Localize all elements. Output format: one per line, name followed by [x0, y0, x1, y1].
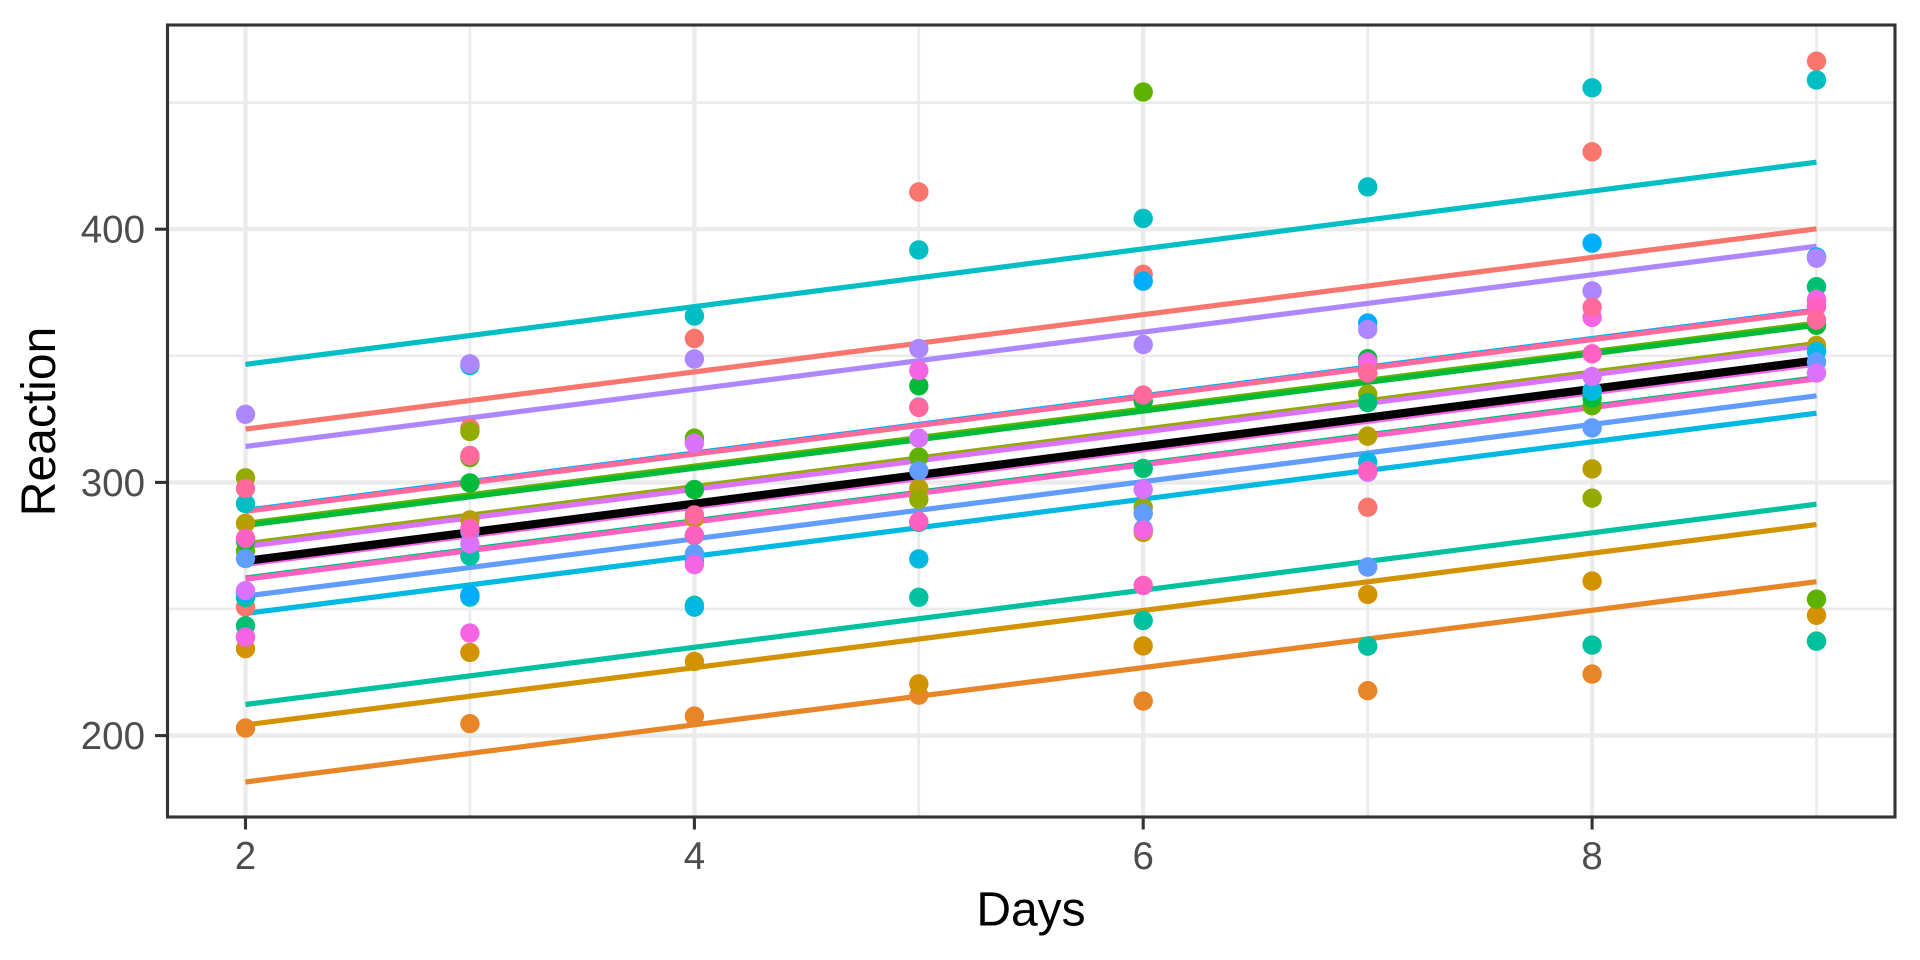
svg-text:Reaction: Reaction [13, 327, 66, 516]
svg-text:6: 6 [1132, 835, 1153, 878]
svg-text:2: 2 [235, 835, 256, 878]
svg-text:Days: Days [976, 883, 1085, 936]
svg-text:8: 8 [1581, 835, 1602, 878]
svg-text:400: 400 [81, 209, 145, 252]
svg-text:200: 200 [81, 715, 145, 758]
svg-text:300: 300 [81, 462, 145, 505]
svg-text:4: 4 [684, 835, 705, 878]
